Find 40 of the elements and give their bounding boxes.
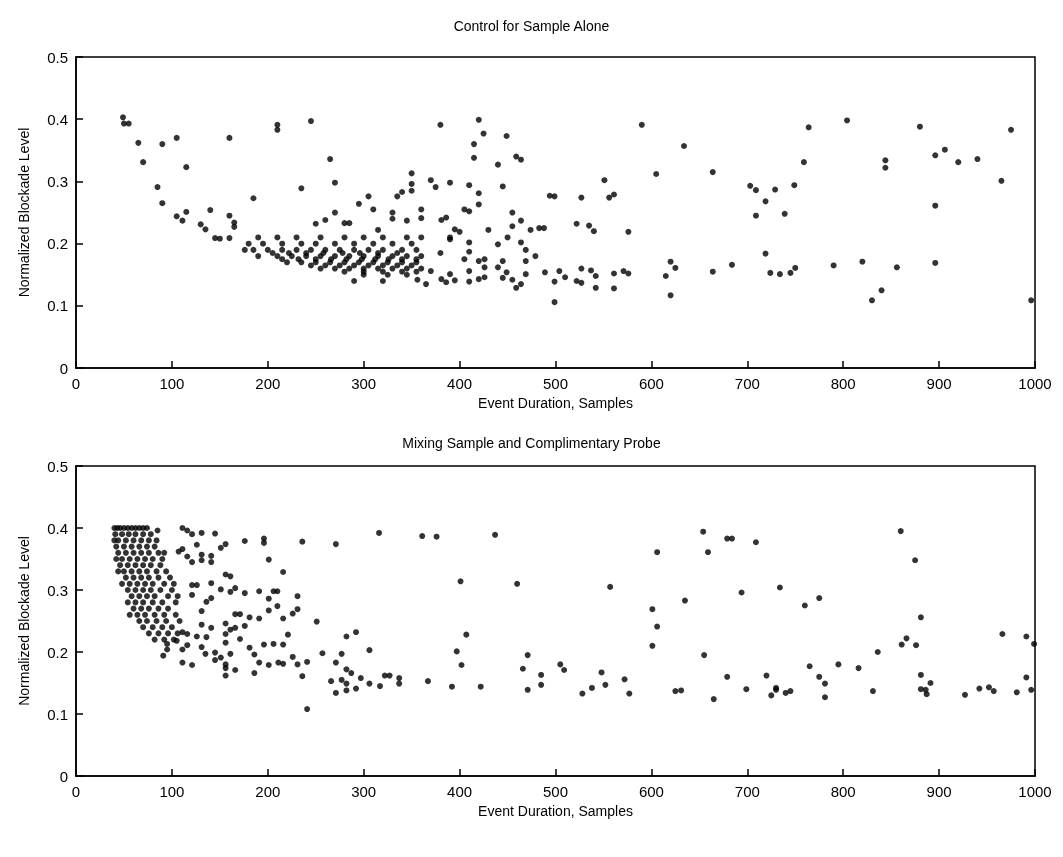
y-tick-label: 0.1	[47, 705, 68, 723]
x-tick-label: 600	[638, 375, 664, 393]
y-tick-label: 0.4	[47, 110, 68, 128]
x-tick-label: 200	[255, 375, 281, 393]
x-tick-label: 200	[255, 783, 281, 800]
chart-title: Mixing Sample and Complimentary Probe	[402, 435, 661, 451]
x-tick-label: 900	[926, 783, 952, 800]
y-tick-label: 0.2	[47, 235, 68, 253]
x-tick-label: 400	[447, 783, 473, 800]
y-tick-label: 0.5	[47, 457, 68, 475]
x-tick-label: 700	[734, 783, 760, 800]
x-tick-label: 0	[71, 375, 81, 393]
x-axis-title: Event Duration, Samples	[478, 395, 633, 411]
y-tick-label: 0.1	[47, 297, 68, 315]
chart-title: Control for Sample Alone	[453, 18, 610, 34]
y-tick-label: 0.4	[47, 519, 68, 537]
x-tick-label: 500	[542, 375, 569, 393]
x-tick-label: 300	[351, 783, 377, 800]
x-tick-label: 500	[542, 783, 569, 800]
y-tick-label: 0	[59, 767, 68, 785]
y-tick-label: 0.3	[47, 581, 68, 599]
x-tick-label: 400	[447, 375, 473, 393]
x-tick-label: 700	[734, 375, 760, 393]
y-tick-label: 0.3	[47, 172, 68, 190]
x-tick-label: 100	[159, 375, 185, 393]
x-tick-label: 600	[638, 783, 664, 800]
x-tick-label: 800	[830, 375, 856, 393]
x-axis-title: Event Duration, Samples	[478, 802, 633, 819]
x-tick-label: 300	[351, 375, 377, 393]
x-tick-label: 800	[830, 783, 856, 800]
y-axis-title: Normalized Blockade Level	[16, 127, 32, 298]
x-tick-label: 1000	[1018, 783, 1052, 800]
y-axis-title: Normalized Blockade Level	[16, 536, 32, 706]
y-tick-label: 0	[59, 359, 68, 377]
x-tick-label: 100	[159, 783, 185, 800]
y-tick-label: 0.2	[47, 643, 68, 661]
x-tick-label: 0	[71, 783, 81, 800]
x-tick-label: 900	[926, 375, 952, 393]
x-tick-label: 1000	[1018, 375, 1052, 393]
y-tick-label: 0.5	[47, 48, 68, 66]
